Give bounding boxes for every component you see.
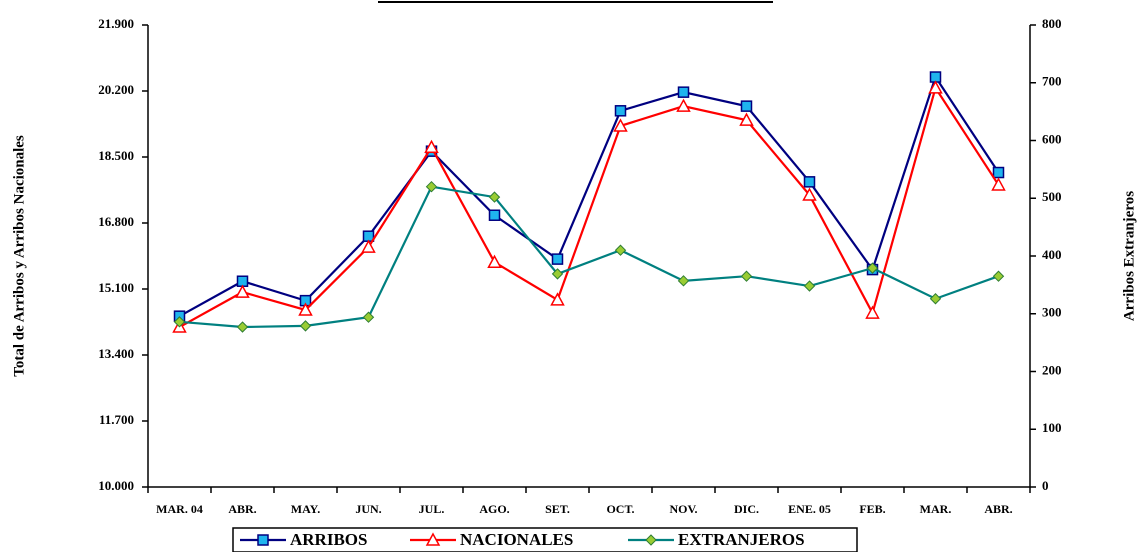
marker <box>550 292 565 306</box>
marker <box>645 534 657 546</box>
x-tick-label: DIC. <box>734 502 759 516</box>
x-tick-label: MAR. <box>920 502 952 516</box>
x-tick-label: OCT. <box>606 502 634 516</box>
x-tick-label: ABR. <box>228 502 256 516</box>
marker <box>865 305 880 319</box>
y-tick-label: 16.800 <box>98 214 134 229</box>
marker <box>299 320 312 332</box>
marker <box>236 321 249 333</box>
y-tick-label: 20.200 <box>98 82 134 97</box>
y-tick-label: 10.000 <box>98 478 134 493</box>
y-tick-label: 21.900 <box>98 16 134 31</box>
x-tick-label: MAY. <box>291 502 320 516</box>
marker <box>803 280 816 292</box>
legend-label: EXTRANJEROS <box>678 530 805 549</box>
y2-tick-label: 600 <box>1042 131 1062 146</box>
marker <box>929 293 942 305</box>
marker <box>739 112 754 126</box>
marker <box>425 532 441 546</box>
x-tick-label: ENE. 05 <box>788 502 831 516</box>
marker <box>677 275 690 287</box>
y2-tick-label: 400 <box>1042 247 1062 262</box>
series-line <box>178 74 1000 318</box>
y2-tick-label: 500 <box>1042 189 1062 204</box>
y-tick-label: 11.700 <box>99 412 134 427</box>
marker <box>614 244 627 256</box>
marker <box>991 177 1006 191</box>
x-tick-label: AGO. <box>479 502 509 516</box>
y2-axis-label: Arribos Extranjeros <box>1121 191 1137 321</box>
x-tick-label: MAR. 04 <box>156 502 203 516</box>
marker <box>928 80 943 94</box>
legend-label: ARRIBOS <box>290 530 367 549</box>
y-tick-label: 13.400 <box>98 346 134 361</box>
marker <box>298 302 313 316</box>
marker <box>803 176 816 188</box>
y2-tick-label: 100 <box>1042 420 1062 435</box>
y-tick-label: 15.100 <box>98 280 134 295</box>
marker <box>551 268 564 280</box>
marker <box>362 311 375 323</box>
y2-tick-label: 200 <box>1042 362 1062 377</box>
marker <box>866 262 879 274</box>
marker <box>740 100 753 112</box>
x-tick-label: JUN. <box>355 502 381 516</box>
legend-label: NACIONALES <box>460 530 573 549</box>
marker <box>614 105 627 117</box>
marker <box>361 239 376 253</box>
marker <box>802 187 817 201</box>
marker <box>424 139 439 154</box>
marker <box>992 270 1005 282</box>
marker <box>992 166 1005 179</box>
marker <box>235 284 250 298</box>
x-tick-label: ABR. <box>984 502 1012 516</box>
y2-tick-label: 0 <box>1042 478 1049 493</box>
marker <box>551 253 564 265</box>
x-tick-label: NOV. <box>669 502 697 516</box>
marker <box>677 86 690 98</box>
y2-tick-label: 800 <box>1042 16 1062 31</box>
marker <box>613 118 628 132</box>
marker <box>487 254 502 268</box>
series-line <box>178 85 1000 329</box>
legend-box <box>232 527 858 552</box>
x-tick-label: JUL. <box>419 502 445 516</box>
marker <box>488 209 501 221</box>
series-line <box>179 185 999 329</box>
x-tick-label: SET. <box>545 502 570 516</box>
y2-tick-label: 700 <box>1042 74 1062 89</box>
marker <box>257 534 269 546</box>
x-tick-label: FEB. <box>859 502 885 516</box>
marker <box>740 270 753 282</box>
marker <box>425 180 438 193</box>
y2-tick-label: 300 <box>1042 305 1062 320</box>
y-axis-label: Total de Arribos y Arribos Nacionales <box>11 135 27 377</box>
marker <box>173 316 186 328</box>
y-tick-label: 18.500 <box>98 148 134 163</box>
marker <box>488 191 501 203</box>
marker <box>676 98 691 112</box>
